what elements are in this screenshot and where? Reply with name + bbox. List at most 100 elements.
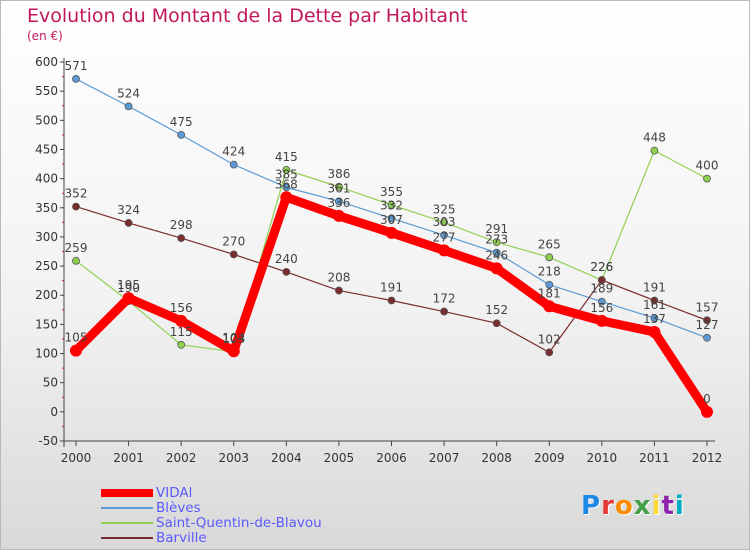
data-label: 270 <box>222 234 245 248</box>
data-point <box>490 262 503 275</box>
data-point <box>703 316 711 325</box>
x-tick-label: 2006 <box>376 451 407 465</box>
data-label: 259 <box>65 241 88 255</box>
data-label: 240 <box>275 252 298 266</box>
data-label: 524 <box>117 86 140 100</box>
y-tick-label: 300 <box>35 230 58 244</box>
data-point <box>387 296 396 305</box>
data-point <box>227 345 240 358</box>
logo-letter: x <box>633 491 652 521</box>
x-tick-label: 2005 <box>324 451 355 465</box>
y-tick-label: 450 <box>35 142 58 156</box>
data-point <box>440 307 448 316</box>
data-point <box>543 300 556 313</box>
y-tick-label: 200 <box>35 288 58 302</box>
data-label: 277 <box>433 230 456 244</box>
data-point <box>335 286 343 295</box>
logo-letter: i <box>651 491 662 521</box>
data-label: 195 <box>117 278 140 292</box>
data-point <box>175 314 188 327</box>
x-tick-label: 2000 <box>61 451 92 465</box>
data-point <box>438 244 451 257</box>
data-point <box>72 202 80 211</box>
logo-letter: t <box>661 491 675 521</box>
data-label: 172 <box>433 292 456 306</box>
data-point <box>492 319 501 328</box>
data-point <box>545 280 554 289</box>
data-label: 115 <box>170 325 193 339</box>
data-point <box>335 182 343 191</box>
chart-title: Evolution du Montant de la Dette par Hab… <box>27 5 468 27</box>
data-point <box>335 197 343 206</box>
y-tick-label: 150 <box>35 317 58 331</box>
legend-swatch <box>101 507 153 509</box>
data-point <box>387 200 396 209</box>
data-point <box>387 214 396 223</box>
data-point <box>440 218 448 227</box>
data-point <box>648 325 661 338</box>
data-label: 226 <box>590 260 613 274</box>
data-point <box>385 226 398 239</box>
x-tick-label: 2012 <box>692 451 723 465</box>
logo-letter: r <box>601 491 615 521</box>
data-point <box>282 183 291 192</box>
legend-swatch <box>101 537 153 539</box>
y-tick-label: 250 <box>35 259 58 273</box>
data-point <box>492 238 501 247</box>
chart-subtitle: (en €) <box>27 29 63 43</box>
logo-letter: P <box>581 491 602 521</box>
data-label: 291 <box>485 222 508 236</box>
data-label: 475 <box>170 115 193 129</box>
data-label: 157 <box>696 300 719 314</box>
legend-label: Barville <box>156 530 207 546</box>
data-label: 368 <box>275 177 298 191</box>
data-label: 152 <box>485 303 508 317</box>
y-tick-label: 500 <box>35 113 58 127</box>
data-label: 156 <box>590 301 613 315</box>
logo-letter: i <box>674 491 685 521</box>
data-point <box>597 276 606 284</box>
y-tick-label: 600 <box>35 55 58 69</box>
data-label: 265 <box>538 237 561 251</box>
data-point <box>177 130 186 139</box>
data-point <box>595 314 608 327</box>
x-tick-label: 2002 <box>166 451 197 465</box>
data-label: 386 <box>327 167 350 181</box>
x-tick-label: 2009 <box>534 451 565 465</box>
x-tick-label: 2001 <box>113 451 144 465</box>
data-point <box>280 191 293 204</box>
y-tick-label: -50 <box>38 434 58 448</box>
data-label: 355 <box>380 185 403 199</box>
data-label: 273 <box>485 233 508 247</box>
x-tick-label: 2004 <box>271 451 302 465</box>
data-point <box>72 75 80 83</box>
data-point <box>282 268 291 276</box>
x-tick-label: 2011 <box>639 451 670 465</box>
x-tick-label: 2008 <box>481 451 512 465</box>
data-label: 307 <box>380 213 403 227</box>
data-label: 336 <box>327 196 350 210</box>
data-point <box>70 344 82 357</box>
data-label: 190 <box>117 281 140 295</box>
data-point <box>177 234 186 242</box>
data-label: 246 <box>485 248 508 262</box>
data-label: 400 <box>696 159 719 173</box>
data-label: 298 <box>170 218 193 232</box>
data-point <box>650 146 659 155</box>
data-point <box>332 209 345 222</box>
data-point <box>124 219 133 227</box>
data-label: 102 <box>538 332 561 346</box>
data-point <box>177 340 186 349</box>
y-tick-label: 50 <box>43 376 58 390</box>
data-label: 415 <box>275 150 298 164</box>
data-label: 181 <box>538 286 561 300</box>
data-label: 448 <box>643 131 666 145</box>
data-label: 137 <box>643 312 666 326</box>
data-label: 385 <box>275 167 298 181</box>
y-tick-label: 0 <box>50 405 58 419</box>
data-point <box>72 256 80 265</box>
data-label: 104 <box>222 331 245 345</box>
proxiti-logo: Proxiti <box>581 491 685 521</box>
legend-label: VIDAl <box>156 485 193 501</box>
x-tick-label: 2010 <box>587 451 618 465</box>
